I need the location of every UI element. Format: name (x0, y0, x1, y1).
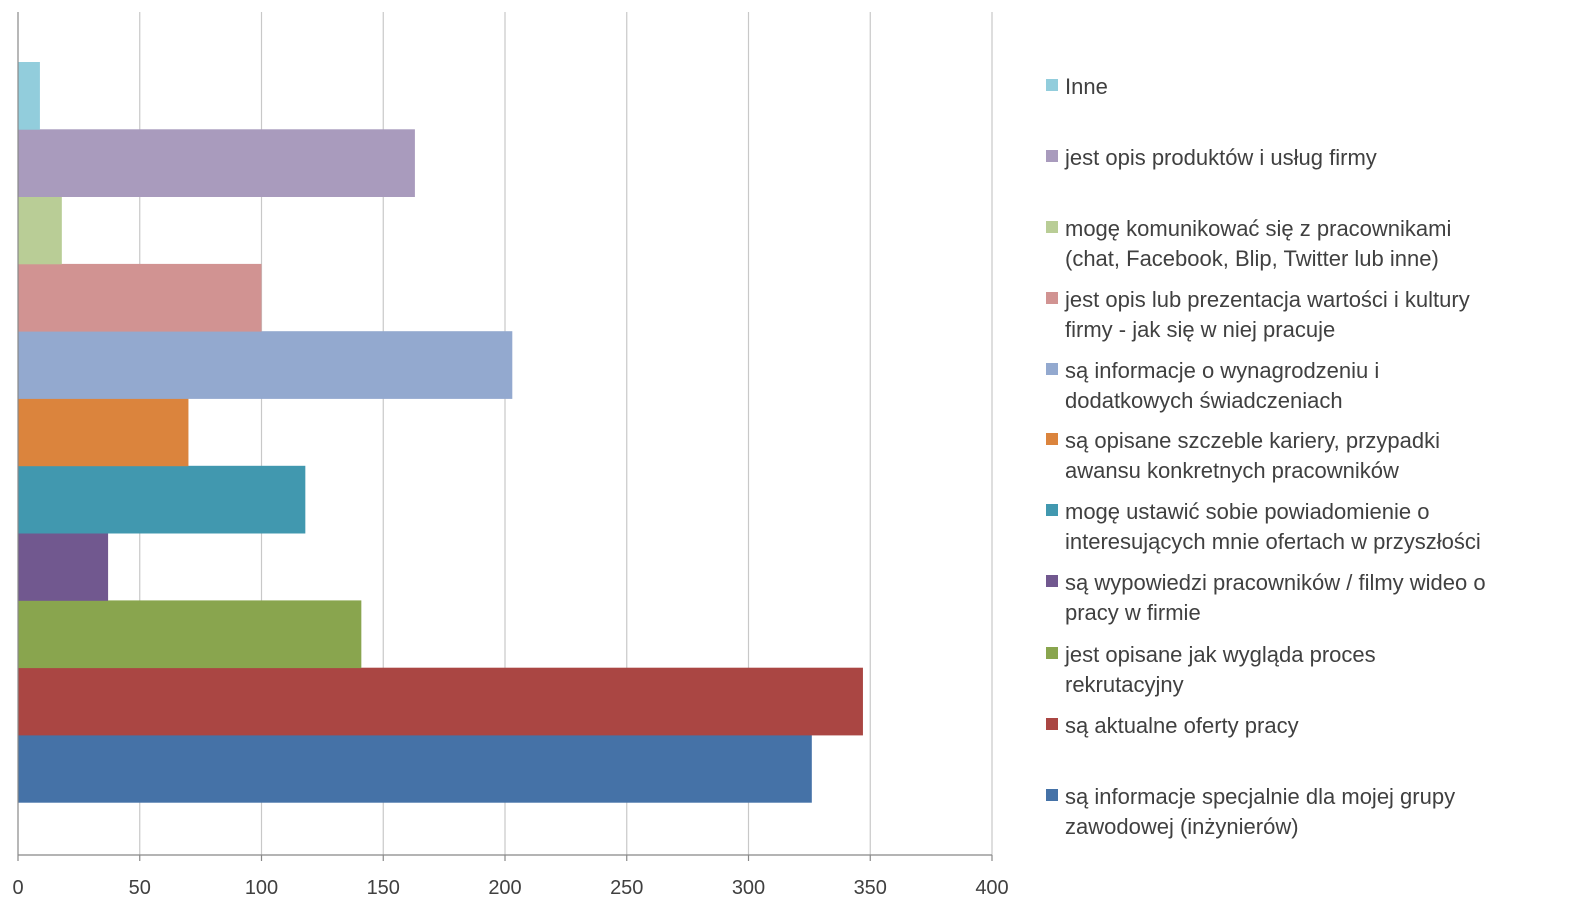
legend-label: mogę komunikować się z pracownikami (chat… (1065, 216, 1452, 271)
x-tick-label-150: 150 (367, 877, 400, 898)
legend-label: są aktualne oferty pracy (1065, 713, 1299, 738)
legend-swatch (1046, 789, 1058, 801)
legend-label: Inne (1065, 74, 1108, 99)
legend-swatch (1046, 292, 1058, 304)
bar-0 (18, 735, 812, 803)
legend-swatch (1046, 647, 1058, 659)
x-tick-label-200: 200 (488, 877, 521, 898)
legend-swatch (1046, 718, 1058, 730)
legend-label: jest opisane jak wygląda proces rekrutacy… (1065, 642, 1376, 697)
legend-item-salary: są informacje o wynagrodzeniu i dodatkowy… (1046, 356, 1565, 416)
x-tick-label-250: 250 (610, 877, 643, 898)
bar-5 (18, 398, 189, 467)
legend-item-products: jest opis produktów i usług firmy (1046, 143, 1565, 173)
legend-swatch (1046, 504, 1058, 516)
x-tick-label-350: 350 (854, 877, 887, 898)
x-tick-label-300: 300 (732, 877, 765, 898)
legend-label: są wypowiedzi pracowników / filmy wideo … (1065, 570, 1486, 625)
bar-8 (18, 196, 62, 265)
legend-item-employee-videos: są wypowiedzi pracowników / filmy wideo … (1046, 568, 1565, 628)
legend-item-inne: Inne (1046, 72, 1565, 102)
legend-item-engineers: są informacje specjalnie dla mojej grupy… (1046, 782, 1565, 842)
bar-4 (18, 465, 306, 534)
legend-item-notifications: mogę ustawić sobie powiadomienie o intere… (1046, 497, 1565, 557)
legend-item-culture: jest opis lub prezentacja wartości i kul… (1046, 285, 1565, 345)
legend-label: jest opis lub prezentacja wartości i kul… (1065, 287, 1470, 342)
legend: Inne jest opis produktów i usług firmy m… (1046, 0, 1569, 898)
legend-item-career: są opisane szczeble kariery, przypadki aw… (1046, 426, 1565, 486)
legend-item-communicate: mogę komunikować się z pracownikami (chat… (1046, 214, 1565, 274)
bars (18, 62, 863, 803)
bar-chart: 0 50 100 150 200 250 300 350 400 (12, 12, 1009, 898)
legend-swatch (1046, 575, 1058, 587)
bar-6 (18, 331, 513, 399)
legend-label: są opisane szczeble kariery, przypadki aw… (1065, 428, 1440, 483)
x-tick-label-100: 100 (245, 877, 278, 898)
legend-label: są informacje specjalnie dla mojej grupy… (1065, 784, 1456, 839)
x-tick-label-50: 50 (129, 877, 151, 898)
legend-item-recruitment: jest opisane jak wygląda proces rekrutacy… (1046, 640, 1565, 700)
bar-7 (18, 263, 262, 332)
bar-10 (18, 62, 40, 130)
legend-label: jest opis produktów i usług firmy (1065, 145, 1377, 170)
x-axis: 0 50 100 150 200 250 300 350 400 (12, 12, 1009, 898)
bar-9 (18, 129, 415, 197)
legend-swatch (1046, 221, 1058, 233)
legend-swatch (1046, 363, 1058, 375)
x-tick-label-400: 400 (975, 877, 1008, 898)
legend-swatch (1046, 433, 1058, 445)
legend-label: mogę ustawić sobie powiadomienie o intere… (1065, 499, 1481, 554)
bar-3 (18, 533, 109, 601)
legend-item-job-offers: są aktualne oferty pracy (1046, 711, 1565, 741)
legend-swatch (1046, 79, 1058, 91)
legend-label: są informacje o wynagrodzeniu i dodatkowy… (1065, 358, 1380, 413)
bar-1 (18, 667, 863, 736)
legend-swatch (1046, 150, 1058, 162)
x-tick-label-0: 0 (12, 877, 23, 898)
bar-2 (18, 600, 362, 669)
